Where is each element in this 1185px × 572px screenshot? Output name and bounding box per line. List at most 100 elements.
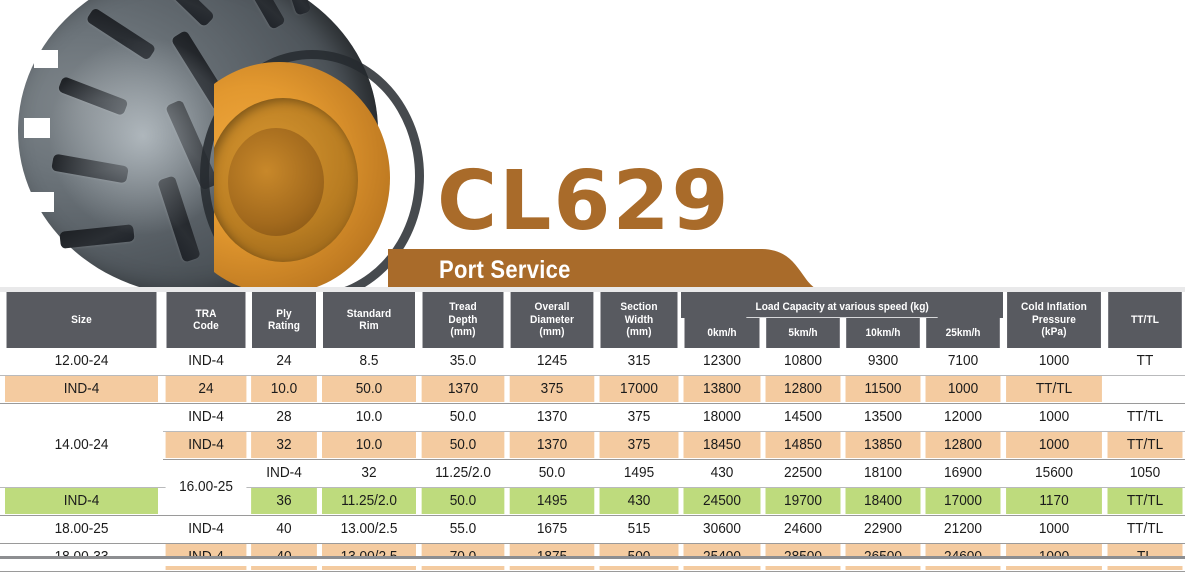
cell-load-capacity-5km/h: 10800	[765, 348, 841, 374]
page-bottom-margin	[0, 559, 1185, 566]
cell-load-capacity-25km/h: 11500	[845, 376, 921, 402]
col-header-overall-diameter-line: Overall	[534, 301, 570, 314]
cell-standard-rim: 8.5	[322, 348, 416, 374]
cell-load-capacity-0km/h: 30600	[683, 516, 761, 542]
cell-cold-inflation: 1050	[1107, 460, 1183, 486]
table-row[interactable]: 18.00-25 IND-4 40 13.00/2.5 55.0 1675 515 30600…	[0, 516, 1185, 542]
col-header-cold-inflation-unit: (kPa)	[1041, 326, 1067, 339]
table-row-divider	[0, 458, 1185, 460]
row-divider-line	[0, 514, 1185, 516]
cell-load-capacity-5km/h: 24600	[765, 516, 841, 542]
cell-load-capacity-5km/h: 14500	[765, 404, 841, 430]
col-header-tra-code-line: Code	[193, 320, 219, 332]
cell-tt-tl: TT/TL	[1107, 488, 1183, 514]
cell-section-width: 375	[509, 376, 595, 402]
cell-load-capacity-5km/h: 14850	[765, 432, 841, 458]
table-row[interactable]: 16.00-25 IND-4 32 11.25/2.0 50.0 1495 430 22500…	[0, 460, 1185, 514]
col-header-section-width-unit: (mm)	[626, 326, 652, 339]
cell-size: 12.00-24	[4, 348, 159, 374]
cell-section-width: 430	[599, 488, 679, 514]
table-row[interactable]: IND-4 36 11.25/2.0 50.0 1495 430 24500 19700 184…	[0, 488, 1185, 514]
table-row-divider	[0, 486, 1185, 488]
col-header-size: Size	[6, 292, 157, 348]
tire-shoulder-notch	[34, 50, 58, 68]
cell-ply-rating: 32	[251, 432, 317, 458]
tire-bead-ring	[200, 50, 424, 292]
table-row-divider	[0, 514, 1185, 516]
cell-tt-tl: TT/TL	[1107, 404, 1183, 430]
col-header-tread-depth-line: Tread	[449, 301, 477, 314]
cell-cold-inflation: 1000	[1006, 348, 1102, 374]
col-header-speed-5: 5km/h	[766, 318, 840, 348]
table-top-band	[0, 287, 1185, 292]
cell-load-capacity-25km/h: 15600	[1006, 460, 1102, 486]
col-header-cold-inflation: Cold Inflation Pressure (kPa)	[1007, 292, 1101, 348]
cell-tread-depth: 55.0	[421, 516, 505, 542]
tire-photo	[18, 0, 424, 292]
cell-overall-diameter: 1370	[421, 376, 505, 402]
col-header-size-line: Size	[71, 313, 92, 326]
cell-load-capacity-25km/h: 7100	[925, 348, 1001, 374]
cell-size: 18.00-25	[4, 516, 159, 542]
tire-shoulder-notch	[40, 254, 70, 274]
col-header-cold-inflation-line: Pressure	[1031, 313, 1077, 326]
table-row-divider	[0, 374, 1185, 376]
col-header-speed-0: 0km/h	[684, 318, 760, 348]
col-header-speed-25: 25km/h	[926, 318, 1000, 348]
col-header-tra-code-line: TRA	[195, 307, 217, 320]
cell-tread-depth: 35.0	[421, 348, 505, 374]
col-header-overall-diameter-unit: (mm)	[539, 326, 565, 339]
cell-load-capacity-10km/h: 9300	[845, 348, 921, 374]
table-row[interactable]: 12.00-24 IND-4 24 8.5 35.0 1245 315 12300 10800 9…	[0, 348, 1185, 374]
cell-overall-diameter: 1675	[509, 516, 595, 542]
cell-load-capacity-25km/h: 12800	[925, 432, 1001, 458]
tire-shoulder-notch	[24, 118, 50, 138]
cell-load-capacity-10km/h: 13500	[845, 404, 921, 430]
col-header-load-capacity-group: Load Capacity at various speed (kg)	[681, 292, 1004, 318]
table-row-divider	[0, 402, 1185, 404]
cell-load-capacity-25km/h: 17000	[925, 488, 1001, 514]
table-bottom-rule	[0, 556, 1185, 559]
cell-section-width: 515	[599, 516, 679, 542]
cell-ply-rating: 24	[251, 348, 317, 374]
cell-load-capacity-10km/h: 16900	[925, 460, 1001, 486]
cell-ply-rating: 28	[251, 404, 317, 430]
cell-load-capacity-10km/h: 18400	[845, 488, 921, 514]
cell-load-capacity-0km/h: 18450	[683, 432, 761, 458]
table-row[interactable]: IND-4 32 10.0 50.0 1370 375 18450 14850 13850 128…	[0, 432, 1185, 458]
table-header-row-2: 0km/h 5km/h 10km/h 25km/h	[0, 318, 1185, 348]
table-row-divider	[0, 542, 1185, 544]
cell-overall-diameter: 1245	[509, 348, 595, 374]
table-row[interactable]: IND-4 24 10.0 50.0 1370 375 17000 13800 12800 115…	[0, 376, 1185, 402]
cell-load-capacity-0km/h: 22500	[765, 460, 841, 486]
cell-load-capacity-25km/h: 21200	[925, 516, 1001, 542]
cell-load-capacity-5km/h: 19700	[765, 488, 841, 514]
cell-tread-depth: 50.0	[322, 376, 416, 402]
cell-load-capacity-10km/h: 13850	[845, 432, 921, 458]
hero-banner: CL629 Port Service	[18, 0, 830, 292]
table-header: Size TRA Code Ply Rating Standard Rim Tr…	[0, 292, 1185, 348]
cell-load-capacity-0km/h: 24500	[683, 488, 761, 514]
wheel-rim	[214, 62, 414, 292]
service-banner: Port Service	[388, 249, 830, 292]
col-header-ply-rating: Ply Rating	[251, 292, 317, 348]
cell-overall-diameter: 1495	[509, 488, 595, 514]
cell-tread-depth: 50.0	[421, 488, 505, 514]
col-header-tread-depth: Tread Depth (mm)	[422, 292, 504, 348]
col-header-standard-rim-line: Rim	[359, 320, 379, 332]
cell-tra-code: IND-4	[4, 376, 159, 402]
col-header-standard-rim-line: Standard	[346, 307, 392, 320]
cell-standard-rim: 10.0	[251, 376, 317, 402]
cell-tra-code: IND-4	[165, 432, 247, 458]
cell-tt-tl: TT	[1107, 348, 1183, 374]
col-header-overall-diameter: Overall Diameter (mm)	[510, 292, 594, 348]
cell-load-capacity-5km/h: 18100	[845, 460, 921, 486]
rim-hub	[228, 128, 324, 236]
cell-cold-inflation: 1000	[1006, 432, 1102, 458]
table-row[interactable]: 14.00-24 IND-4 28 10.0 50.0 1370 375 18000 14500…	[0, 404, 1185, 486]
row-divider-line	[163, 430, 1185, 432]
table-row-divider	[0, 430, 1185, 432]
col-header-speed-10: 10km/h	[846, 318, 920, 348]
cell-ply-rating: 36	[251, 488, 317, 514]
table-header-row-1: Size TRA Code Ply Rating Standard Rim Tr…	[0, 292, 1185, 348]
